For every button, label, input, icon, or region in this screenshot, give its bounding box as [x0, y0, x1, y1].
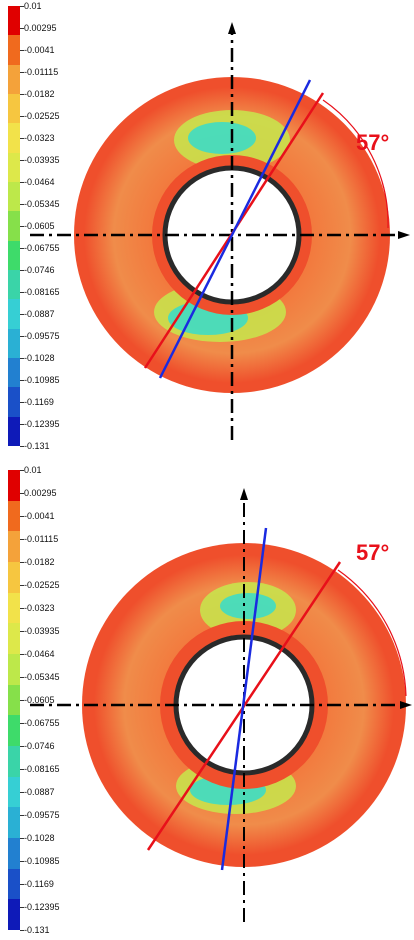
contour-plot: 57°: [0, 0, 414, 470]
angle-label: 57°: [356, 540, 389, 565]
min-zone-upper: [220, 593, 276, 619]
contour-panel-top: 0.01 0.00295 -0.0041 -0.01115 -0.0182 -0.0252…: [0, 0, 414, 470]
contour-plot: 57°: [0, 470, 414, 940]
arrow-up-icon: [240, 488, 248, 500]
arrow-right-icon: [400, 701, 412, 709]
arrow-up-icon: [228, 22, 236, 34]
arrow-right-icon: [398, 231, 410, 239]
min-zone-upper: [188, 122, 256, 154]
angle-label: 57°: [356, 130, 389, 155]
contour-panel-bottom: 0.01 0.00295 -0.0041 -0.01115 -0.0182 -0.0252…: [0, 470, 414, 940]
